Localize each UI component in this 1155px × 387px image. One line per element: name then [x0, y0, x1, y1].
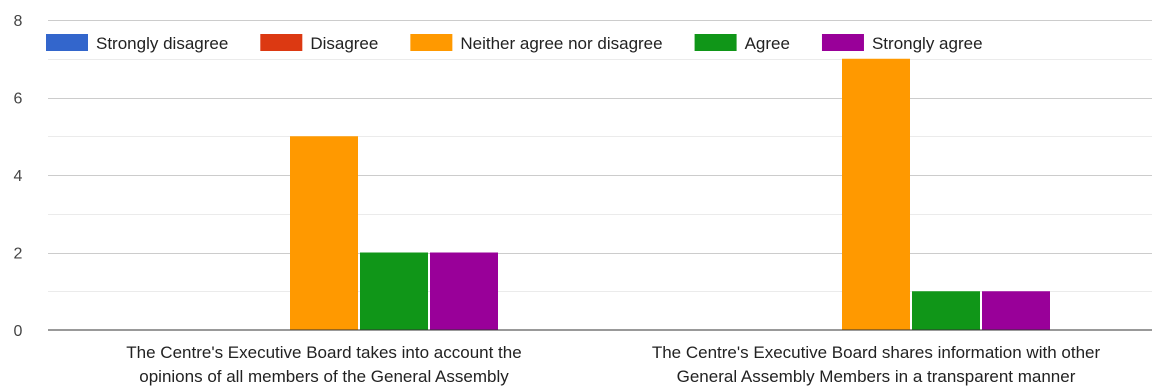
bar: [360, 252, 428, 330]
y-tick-label: 8: [14, 13, 23, 30]
category-label: The Centre's Executive Board shares info…: [652, 343, 1101, 362]
legend-swatch: [46, 34, 88, 51]
y-axis-ticks: 0 2 4 6 8: [14, 13, 23, 340]
legend-label: Agree: [745, 34, 790, 53]
bar: [842, 58, 910, 330]
gridlines: [48, 20, 1152, 292]
bar: [982, 291, 1050, 330]
bars: [290, 58, 1050, 330]
y-tick-label: 2: [14, 246, 23, 263]
legend-item: Strongly agree: [821, 34, 983, 53]
y-tick-label: 0: [14, 323, 23, 340]
legend-swatch: [410, 34, 453, 51]
legend-item: Neither agree nor disagree: [410, 34, 663, 53]
legend-label: Strongly disagree: [96, 34, 228, 53]
y-tick-label: 4: [14, 168, 23, 185]
category-label: General Assembly Members in a transparen…: [677, 367, 1076, 386]
legend: Strongly disagree Disagree Neither agree n…: [46, 34, 983, 53]
bar: [430, 252, 498, 330]
legend-swatch: [821, 34, 864, 51]
legend-swatch: [260, 34, 303, 51]
legend-item: Agree: [694, 34, 790, 53]
category-labels: The Centre's Executive Board takes into …: [126, 343, 1100, 386]
category-label: The Centre's Executive Board takes into …: [126, 343, 521, 362]
bar: [290, 136, 358, 330]
legend-swatch: [694, 34, 737, 51]
legend-label: Disagree: [310, 34, 378, 53]
y-tick-label: 6: [14, 91, 23, 108]
legend-label: Neither agree nor disagree: [460, 34, 662, 53]
legend-item: Disagree: [260, 34, 378, 53]
legend-item: Strongly disagree: [46, 34, 228, 53]
bar: [912, 291, 980, 330]
legend-label: Strongly agree: [872, 34, 983, 53]
category-label: opinions of all members of the General A…: [139, 367, 509, 386]
